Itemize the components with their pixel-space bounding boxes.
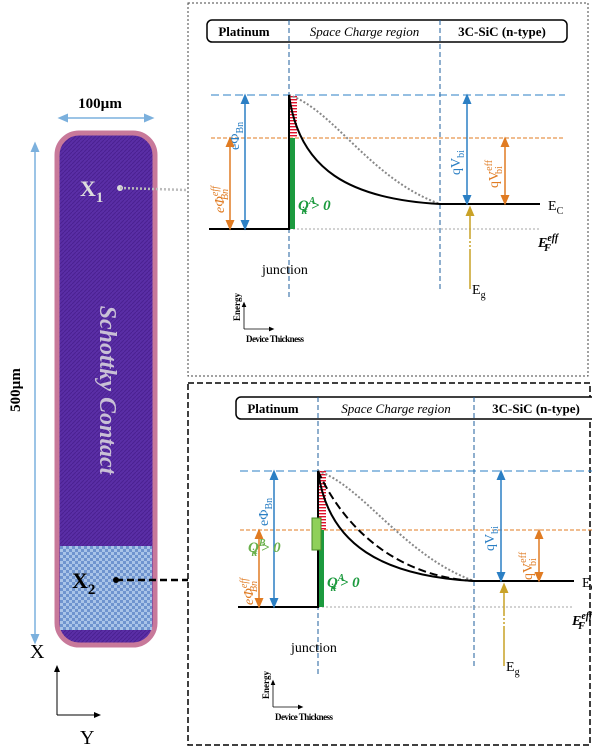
label-base: X xyxy=(72,568,88,593)
junction-label: junction xyxy=(290,641,337,656)
label-sub: Bn xyxy=(264,498,275,510)
figure: 100µm500µmSchottky ContactX1X2XYPlatinum… xyxy=(0,0,592,748)
label-sub: g xyxy=(481,290,486,301)
panel-frame xyxy=(188,3,588,376)
thickness-label: Device Thickness xyxy=(275,712,333,722)
eg-label: Eg xyxy=(506,660,520,678)
label-sub: Bn xyxy=(249,581,260,592)
thickness-label: Device Thickness xyxy=(246,334,304,344)
label-rest: > 0 xyxy=(336,575,360,591)
label-base: E xyxy=(582,576,591,591)
vbi-label: qVbi xyxy=(483,526,501,551)
header-text: Space Charge region xyxy=(341,401,451,416)
charge-a xyxy=(290,138,295,229)
label-sub: 2 xyxy=(88,582,96,598)
label-base: E xyxy=(548,199,557,214)
eg-label: Eg xyxy=(472,283,486,301)
header-text: Space Charge region xyxy=(310,24,420,39)
label-rest: > 0 xyxy=(307,198,331,214)
label-base: E xyxy=(506,660,515,675)
vbi-eff-label: qVeffbi xyxy=(484,159,505,188)
label-base: qV xyxy=(449,158,464,175)
header-text: Platinum xyxy=(247,401,298,416)
thickness-line: Device Thickness xyxy=(246,334,304,344)
label-sub: Bn xyxy=(235,122,246,134)
width-label: 100µm xyxy=(78,96,122,112)
thickness-line: Device Thickness xyxy=(275,712,333,722)
axis-label: X xyxy=(30,641,45,663)
label-base: eΦ xyxy=(257,510,272,526)
header-text: Platinum xyxy=(218,24,269,39)
ec-label: EC xyxy=(582,576,592,594)
band-dashed xyxy=(318,471,474,581)
label-sub: g xyxy=(515,667,520,678)
header-text: 3C-SiC (n-type) xyxy=(492,401,580,416)
label-sub: F xyxy=(543,243,551,254)
contact-label: Schottky Contact xyxy=(94,306,120,476)
band-solid xyxy=(238,471,574,607)
band-dotted xyxy=(289,95,440,204)
header-text: 3C-SiC (n-type) xyxy=(458,24,546,39)
label-sub: C xyxy=(557,206,564,217)
label-sub: 1 xyxy=(96,190,104,206)
ec-label: EC xyxy=(548,199,564,217)
label-sub: bi xyxy=(490,526,501,534)
label-sub: bi xyxy=(494,166,505,174)
charge-b xyxy=(312,518,321,550)
band-dotted xyxy=(318,471,474,581)
label-sub: bi xyxy=(528,558,539,566)
vbi-eff-label: qVeffbi xyxy=(518,551,539,580)
barrier-eff-label: eΦeffBn xyxy=(239,577,260,605)
label-sub: F xyxy=(577,621,585,632)
energy-label: Energy xyxy=(261,671,271,699)
label-base: qV xyxy=(483,534,498,551)
barrier-label: eΦBn xyxy=(257,498,275,526)
vbi-label: qVbi xyxy=(449,150,467,175)
label-rest: > 0 xyxy=(257,540,281,556)
label-sub: Bn xyxy=(220,189,231,200)
length-label: 500µm xyxy=(8,368,24,412)
label-base: E xyxy=(472,283,481,298)
barrier-eff-label: eΦeffBn xyxy=(210,185,231,213)
junction-label: junction xyxy=(261,263,308,278)
energy-label: Energy xyxy=(232,293,242,321)
label-base: X xyxy=(80,176,96,201)
label-sub: bi xyxy=(456,150,467,158)
axis-label: Y xyxy=(80,727,94,748)
